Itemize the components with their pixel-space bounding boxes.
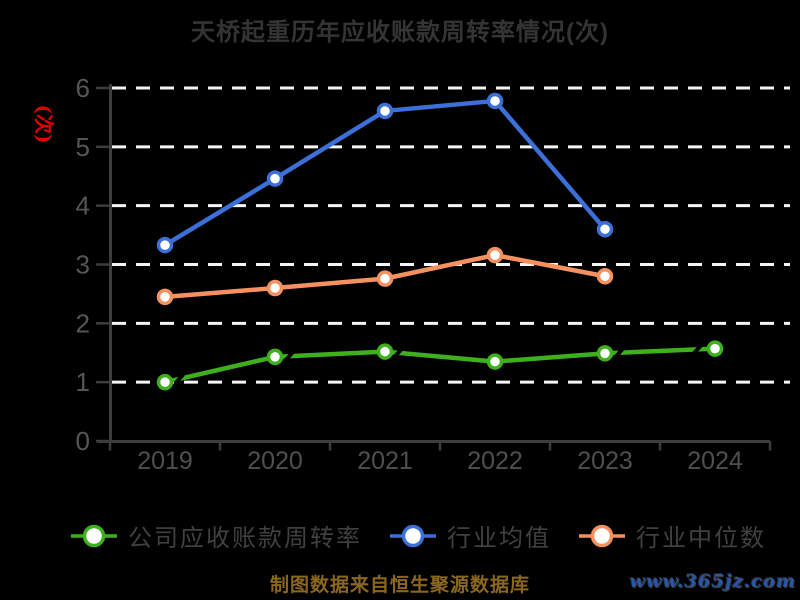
line-glitch-mark-4	[691, 343, 703, 356]
data-source-note: 制图数据来自恒生聚源数据库	[269, 575, 530, 596]
data-point-company-turnover-2023	[596, 345, 614, 362]
legend-item-industry-median: 行业中位数	[578, 518, 766, 553]
legend-marker-industry-median	[579, 524, 625, 547]
data-point-industry-mean-2021	[376, 102, 394, 120]
line-glitch-mark-2	[392, 346, 404, 359]
data-point-industry-median-2021	[376, 270, 394, 287]
data-point-company-turnover-2022	[486, 353, 504, 370]
legend-label-company-turnover: 公司应收账款周转率	[128, 525, 362, 552]
line-glitch-mark-3	[613, 346, 625, 359]
legend-label-industry-mean: 行业均值	[447, 525, 551, 552]
y-tick-label-3: 3	[76, 250, 90, 280]
x-axis-label-2020: 2020	[247, 447, 303, 475]
watermark-link[interactable]: www.365jz.com	[629, 571, 796, 592]
chart-legend: 公司应收账款周转率 行业均值 行业中位数	[70, 518, 766, 553]
x-axis-label-2022: 2022	[467, 447, 523, 475]
x-axis-label-2021: 2021	[357, 447, 413, 475]
data-point-industry-mean-2022	[486, 92, 504, 110]
page-title: 天桥起重历年应收账款周转率情况(次)	[191, 19, 609, 46]
x-axis-label-2023: 2023	[577, 447, 633, 475]
data-point-industry-mean-2019	[156, 236, 174, 254]
y-tick-label-1: 1	[76, 367, 90, 397]
x-axis-label-2024: 2024	[687, 447, 743, 475]
line-glitch-mark-0	[173, 373, 185, 385]
x-axis-label-2019: 2019	[137, 447, 193, 475]
legend-label-industry-median: 行业中位数	[636, 525, 766, 552]
data-point-company-turnover-2019	[156, 373, 174, 391]
data-point-industry-median-2019	[156, 288, 174, 306]
data-point-industry-mean-2020	[266, 170, 284, 187]
data-point-company-turnover-2021	[376, 343, 394, 360]
data-point-company-turnover-2020	[266, 348, 284, 366]
legend-marker-industry-mean	[390, 524, 436, 547]
legend-item-industry-mean: 行业均值	[389, 518, 551, 553]
legend-item-company-turnover: 公司应收账款周转率	[70, 518, 362, 553]
data-point-industry-median-2022	[486, 246, 504, 264]
series-line-company-turnover	[162, 346, 718, 385]
y-tick-label-0: 0	[76, 426, 90, 456]
data-point-company-turnover-2024	[706, 340, 724, 357]
y-tick-label-6: 6	[76, 73, 90, 103]
data-point-industry-mean-2023	[596, 220, 614, 238]
series-line-industry-mean	[162, 98, 608, 248]
y-tick-label-5: 5	[76, 132, 90, 162]
legend-marker-company-turnover	[71, 524, 117, 547]
y-tick-label-2: 2	[76, 308, 90, 338]
line-chart-canvas: 0 1 2 3 4 5 6 2019 2020 2021 2022 2023 2024	[76, 73, 790, 475]
line-glitch-mark-1	[283, 350, 295, 363]
data-point-industry-median-2023	[596, 268, 614, 285]
y-tick-label-4: 4	[76, 191, 90, 221]
data-point-industry-median-2020	[266, 279, 284, 297]
